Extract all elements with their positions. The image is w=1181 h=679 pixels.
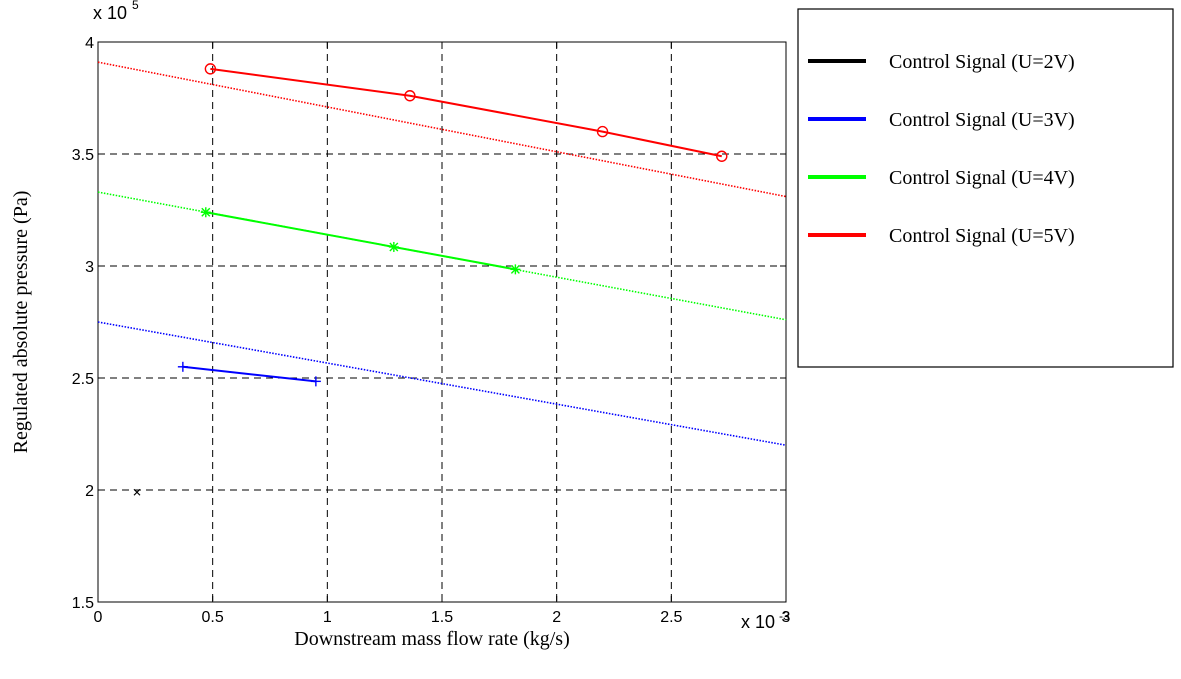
x-tick-label: 1 <box>323 609 332 626</box>
x-tick-label: 2.5 <box>660 609 682 626</box>
legend-label: Control Signal (U=5V) <box>889 225 1075 247</box>
legend-label: Control Signal (U=3V) <box>889 109 1075 131</box>
data-point <box>510 264 521 275</box>
series-line <box>210 67 722 158</box>
y-multiplier-exponent: 5 <box>132 0 139 12</box>
fit-line <box>97 321 787 446</box>
y-tick-label: 3 <box>85 259 94 276</box>
legend-label: Control Signal (U=4V) <box>889 167 1075 189</box>
series-line <box>182 365 316 383</box>
x-multiplier: x 10 <box>741 612 775 632</box>
series-markers <box>133 63 728 496</box>
x-tick-label: 2 <box>552 609 561 626</box>
data-point <box>204 63 217 75</box>
x-tick-label: 0.5 <box>202 609 224 626</box>
legend-box <box>797 8 1174 368</box>
data-point <box>388 241 399 252</box>
x-multiplier-exponent: -3 <box>779 609 790 623</box>
y-multiplier: x 10 <box>93 3 127 23</box>
x-marker-b <box>133 488 141 496</box>
legend: Control Signal (U=2V) Control Signal (U=3… <box>808 51 1075 247</box>
circle-marker <box>716 150 728 162</box>
x-tick-label: 1.5 <box>431 609 453 626</box>
grid-lines <box>98 42 786 602</box>
data-point <box>716 150 728 162</box>
axis-ticks: 0 0.5 1 1.5 2 2.5 3 1.5 2 2.5 3 3.5 4 <box>72 35 791 626</box>
data-point <box>404 90 416 102</box>
legend-label: Control Signal (U=2V) <box>889 51 1075 73</box>
star-marker-d2 <box>201 207 211 217</box>
data-point <box>200 207 211 218</box>
y-tick-label: 3.5 <box>72 147 94 164</box>
y-tick-label: 2 <box>85 483 94 500</box>
y-tick-label: 1.5 <box>72 595 94 612</box>
x-axis-title: Downstream mass flow rate (kg/s) <box>294 628 570 650</box>
y-axis-title: Regulated absolute pressure (Pa) <box>10 191 32 454</box>
x-tick-label: 0 <box>94 609 103 626</box>
star-marker-d2 <box>389 242 399 252</box>
data-point <box>133 488 141 496</box>
circle-marker <box>204 63 217 75</box>
x-tick-label: 3 <box>782 609 791 626</box>
series-line <box>205 211 516 271</box>
data-point <box>310 376 321 387</box>
circle-marker <box>596 125 609 138</box>
star-marker-d2 <box>510 264 520 274</box>
series-lines <box>182 67 722 383</box>
y-tick-label: 2.5 <box>72 371 94 388</box>
fit-lines <box>97 61 787 446</box>
y-tick-label: 4 <box>85 35 94 52</box>
fit-line <box>97 191 787 321</box>
data-point <box>177 361 188 372</box>
circle-marker <box>404 90 416 102</box>
data-point <box>596 125 609 138</box>
